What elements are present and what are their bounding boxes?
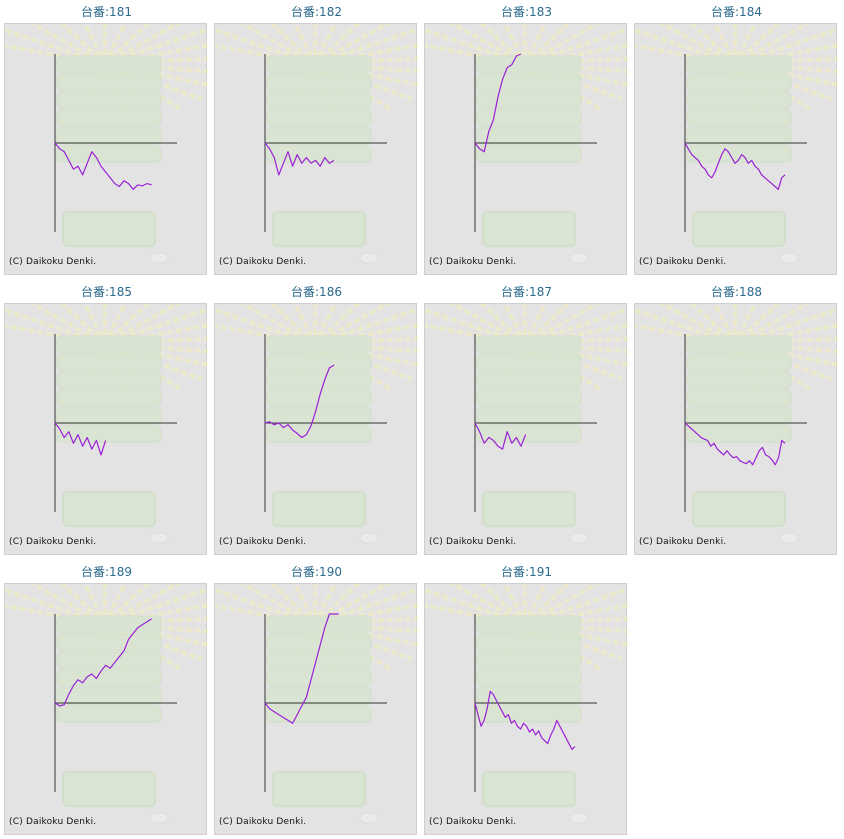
- machine-chart-card[interactable]: 台番:190 (C) Daikoku Denki.: [214, 563, 419, 835]
- copyright-text: (C) Daikoku Denki.: [9, 817, 97, 827]
- background-machine-illustration: [635, 24, 838, 264]
- machine-chart-card[interactable]: 台番:191 (C) Daikoku Denki.: [424, 563, 629, 835]
- slump-graph-panel: (C) Daikoku Denki.: [4, 23, 208, 275]
- copyright-text: (C) Daikoku Denki.: [219, 817, 307, 827]
- slump-graph: [215, 584, 418, 824]
- series-line: [474, 53, 522, 153]
- slump-graph: [425, 304, 628, 544]
- series-line: [684, 142, 786, 190]
- copyright-text: (C) Daikoku Denki.: [9, 537, 97, 547]
- slump-graph: [215, 24, 418, 264]
- series-line: [264, 364, 335, 439]
- series-line: [54, 618, 152, 707]
- slump-graph-panel: (C) Daikoku Denki.: [424, 583, 628, 835]
- machine-chart-card[interactable]: 台番:182 (C) Daikoku Denki.: [214, 3, 419, 275]
- machine-number-title[interactable]: 台番:188: [711, 285, 762, 299]
- machine-number-title[interactable]: 台番:191: [501, 565, 552, 579]
- slump-graph: [635, 304, 838, 544]
- background-machine-illustration: [635, 304, 838, 544]
- copyright-text: (C) Daikoku Denki.: [219, 257, 307, 267]
- background-machine-illustration: [5, 304, 208, 544]
- copyright-text: (C) Daikoku Denki.: [639, 537, 727, 547]
- machine-number-title[interactable]: 台番:186: [291, 285, 342, 299]
- machine-number-title[interactable]: 台番:189: [81, 565, 132, 579]
- series-line: [54, 422, 107, 456]
- series-line: [474, 422, 527, 450]
- background-machine-illustration: [215, 584, 418, 824]
- machine-chart-card[interactable]: 台番:185 (C) Daikoku Denki.: [4, 283, 209, 555]
- machine-number-title[interactable]: 台番:187: [501, 285, 552, 299]
- slump-graph-panel: (C) Daikoku Denki.: [4, 583, 208, 835]
- slump-graph: [5, 24, 208, 264]
- copyright-text: (C) Daikoku Denki.: [9, 257, 97, 267]
- slump-graph-panel: (C) Daikoku Denki.: [424, 23, 628, 275]
- copyright-text: (C) Daikoku Denki.: [429, 817, 517, 827]
- slump-graph: [5, 304, 208, 544]
- machine-number-title[interactable]: 台番:190: [291, 565, 342, 579]
- copyright-text: (C) Daikoku Denki.: [219, 537, 307, 547]
- slump-graph: [5, 584, 208, 824]
- slump-graph: [215, 304, 418, 544]
- slump-graph-panel: (C) Daikoku Denki.: [214, 583, 418, 835]
- slump-graph-panel: (C) Daikoku Denki.: [214, 303, 418, 555]
- machine-number-title[interactable]: 台番:184: [711, 5, 762, 19]
- copyright-text: (C) Daikoku Denki.: [639, 257, 727, 267]
- background-machine-illustration: [425, 304, 628, 544]
- series-line: [264, 142, 335, 176]
- machine-chart-card[interactable]: 台番:183 (C) Daikoku Denki.: [424, 3, 629, 275]
- slump-graph-panel: (C) Daikoku Denki.: [634, 23, 838, 275]
- machine-number-title[interactable]: 台番:181: [81, 5, 132, 19]
- slump-graph: [635, 24, 838, 264]
- slump-graph-panel: (C) Daikoku Denki.: [4, 303, 208, 555]
- machine-number-title[interactable]: 台番:183: [501, 5, 552, 19]
- machine-chart-card[interactable]: 台番:189 (C) Daikoku Denki.: [4, 563, 209, 835]
- slump-graph-panel: (C) Daikoku Denki.: [424, 303, 628, 555]
- slump-graph-panel: (C) Daikoku Denki.: [634, 303, 838, 555]
- background-machine-illustration: [215, 24, 418, 264]
- slump-graph: [425, 24, 628, 264]
- copyright-text: (C) Daikoku Denki.: [429, 537, 517, 547]
- background-machine-illustration: [5, 24, 208, 264]
- series-line: [264, 613, 339, 724]
- machine-number-title[interactable]: 台番:182: [291, 5, 342, 19]
- background-machine-illustration: [425, 584, 628, 824]
- background-machine-illustration: [5, 584, 208, 824]
- background-machine-illustration: [215, 304, 418, 544]
- series-line: [54, 142, 152, 190]
- machine-chart-card[interactable]: 台番:186 (C) Daikoku Denki.: [214, 283, 419, 555]
- series-line: [474, 690, 576, 750]
- background-machine-illustration: [425, 24, 628, 264]
- machine-chart-card[interactable]: 台番:181 (C) Daikoku Denki.: [4, 3, 209, 275]
- machine-number-title[interactable]: 台番:185: [81, 285, 132, 299]
- copyright-text: (C) Daikoku Denki.: [429, 257, 517, 267]
- slump-graph-panel: (C) Daikoku Denki.: [214, 23, 418, 275]
- machine-chart-card[interactable]: 台番:184 (C) Daikoku Denki.: [634, 3, 839, 275]
- machine-chart-card[interactable]: 台番:187 (C) Daikoku Denki.: [424, 283, 629, 555]
- series-line: [684, 422, 786, 466]
- slump-graph: [425, 584, 628, 824]
- machine-chart-card[interactable]: 台番:188 (C) Daikoku Denki.: [634, 283, 839, 555]
